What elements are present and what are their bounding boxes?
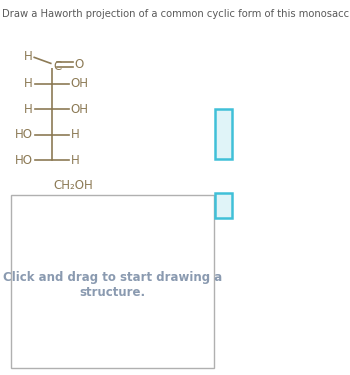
Text: H: H — [23, 50, 32, 63]
Text: C: C — [53, 60, 61, 73]
Text: H: H — [71, 154, 79, 166]
Text: OH: OH — [71, 103, 89, 116]
Text: H: H — [24, 103, 33, 116]
Text: O: O — [75, 58, 84, 71]
FancyBboxPatch shape — [215, 193, 232, 217]
Text: OH: OH — [71, 77, 89, 90]
Text: Click and drag to start drawing a
structure.: Click and drag to start drawing a struct… — [2, 271, 222, 299]
Text: HO: HO — [15, 154, 33, 166]
FancyBboxPatch shape — [215, 109, 232, 159]
Text: Draw a Haworth projection of a common cyclic form of this monosaccharide:: Draw a Haworth projection of a common cy… — [2, 9, 350, 20]
Text: HO: HO — [15, 128, 33, 141]
Text: CH₂OH: CH₂OH — [54, 179, 93, 192]
Text: H: H — [24, 77, 33, 90]
Text: H: H — [71, 128, 79, 141]
Bar — [10, 195, 214, 368]
